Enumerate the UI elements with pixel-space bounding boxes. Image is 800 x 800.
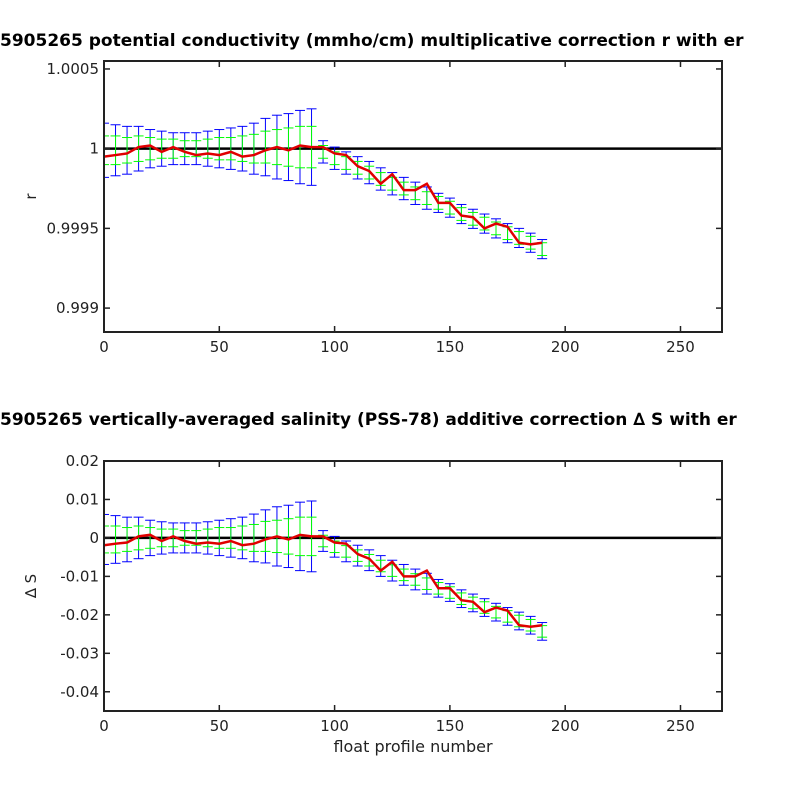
data-line	[104, 533, 543, 629]
y-tick-label: 1.0005	[47, 60, 100, 78]
x-tick-label: 100	[320, 717, 349, 735]
y-tick-label: -0.03	[60, 644, 99, 662]
y-tick-label: 0.999	[56, 299, 99, 317]
x-tick-label: 150	[436, 717, 465, 735]
x-tick-label: 200	[551, 338, 580, 356]
y-tick-label: 1	[89, 140, 99, 158]
x-tick-label: 250	[666, 717, 695, 735]
x-tick-label: 0	[99, 338, 109, 356]
x-tick-label: 50	[210, 338, 229, 356]
x-tick-label: 0	[99, 717, 109, 735]
x-tick-label: 250	[666, 338, 695, 356]
axes-box	[103, 460, 723, 712]
plot-area	[104, 500, 722, 641]
x-tick-label: 100	[320, 338, 349, 356]
y-axis-label: r	[22, 193, 40, 200]
x-axis-label: float profile number	[333, 737, 493, 756]
y-axis-label: ∆ S	[22, 574, 40, 599]
y-tick-label: -0.02	[60, 606, 99, 624]
y-tick-label: 0.9995	[47, 219, 100, 237]
x-tick-label: 200	[551, 717, 580, 735]
y-tick-label: -0.04	[60, 683, 99, 701]
axes-box	[103, 60, 723, 333]
y-tick-label: 0.02	[66, 452, 99, 470]
plot-area	[104, 108, 722, 260]
x-tick-label: 50	[210, 717, 229, 735]
y-tick-label: 0	[89, 529, 99, 547]
y-tick-label: 0.01	[66, 490, 99, 508]
x-tick-label: 150	[436, 338, 465, 356]
chart-title: 5905265 vertically-averaged salinity (PS…	[0, 410, 737, 430]
y-tick-label: -0.01	[60, 567, 99, 585]
chart-title: 5905265 potential conductivity (mmho/cm)…	[0, 31, 744, 51]
data-line	[104, 144, 543, 246]
